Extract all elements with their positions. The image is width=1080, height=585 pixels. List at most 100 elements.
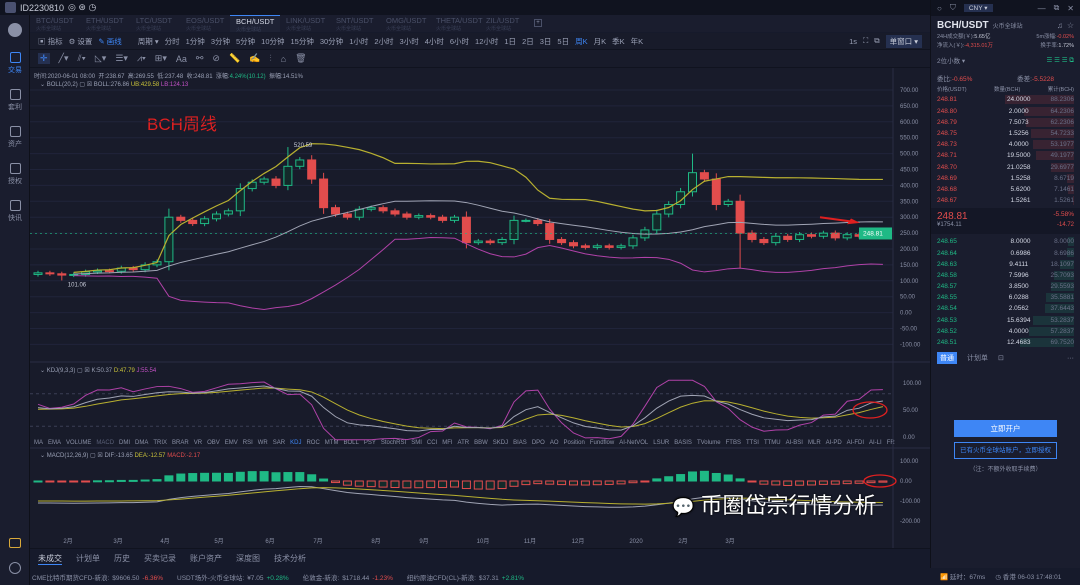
period-20[interactable]: 年K	[630, 36, 644, 46]
tab-zil-usdt[interactable]: ZIL/USDT 火币全球站	[480, 15, 530, 33]
more-icon[interactable]: ···	[1067, 354, 1074, 362]
indicator-ftbs[interactable]: FTBS	[725, 440, 741, 446]
indicator-ai-li[interactable]: AI-LI	[869, 440, 882, 446]
chart-area[interactable]	[30, 68, 930, 548]
close-icon[interactable]: ✕	[1067, 3, 1074, 13]
indicator-kdj[interactable]: KDJ	[290, 440, 302, 446]
text-tool[interactable]: Aa	[175, 53, 187, 64]
bottom-tab-6[interactable]: 技术分析	[274, 554, 306, 563]
indicator-dma[interactable]: DMA	[135, 440, 149, 446]
period-5[interactable]: 15分钟	[290, 36, 314, 46]
ticker-item[interactable]: 伦敦金-新浪: $1718.44 -1.23%	[303, 572, 393, 582]
indicator-ttmu[interactable]: TTMU	[763, 440, 781, 446]
period-3[interactable]: 5分钟	[235, 36, 256, 46]
draw-button[interactable]: ✎ 画线	[98, 36, 122, 46]
ask-row[interactable]: 248.79 7.5073 62.2306	[931, 117, 1080, 128]
tab-normal-order[interactable]: 普通	[937, 352, 957, 365]
indicator-smi[interactable]: SMI	[411, 440, 422, 446]
tab-plan-order[interactable]: 计划单	[967, 355, 988, 363]
tab-ltc-usdt[interactable]: LTC/USDT 火币全球站	[130, 15, 180, 33]
indicator-dpo[interactable]: DPO	[531, 440, 545, 446]
shirt-icon[interactable]: ⛉	[949, 3, 956, 12]
period-18[interactable]: 月K	[593, 36, 607, 46]
ask-row[interactable]: 248.70 21.0258 29.6977	[931, 162, 1080, 173]
period-7[interactable]: 1小时	[349, 36, 369, 46]
hline-tool-icon[interactable]: ☰▾	[115, 53, 128, 63]
ask-row[interactable]: 248.68 5.6200 7.1461	[931, 184, 1080, 195]
open-account-button[interactable]: 立即开户	[954, 420, 1057, 438]
ask-row[interactable]: 248.80 2.0000 64.2306	[931, 106, 1080, 117]
ask-row[interactable]: 248.67 1.5261 1.5261	[931, 195, 1080, 206]
indicator-boll[interactable]: BOLL	[343, 440, 359, 446]
indicator-fundflow[interactable]: Fundflow	[589, 440, 615, 446]
indicator-mfi[interactable]: MFI	[442, 440, 453, 446]
indicator-obv[interactable]: OBV	[207, 440, 220, 446]
window-dropdown[interactable]: 单窗口 ▾	[885, 34, 922, 48]
indicator-ai-pd[interactable]: AI-PD	[825, 440, 842, 446]
period-13[interactable]: 1日	[504, 36, 517, 46]
tab-btc-usdt[interactable]: BTC/USDT 火币全球站	[30, 15, 80, 33]
ticker-item[interactable]: USDT场外-火币全球站: ¥7.05 +0.28%	[177, 572, 289, 582]
indicator-lsur[interactable]: LSUR	[653, 440, 670, 446]
star-icon[interactable]: ☆	[1066, 21, 1074, 30]
currency-select[interactable]: CNY ▾	[963, 4, 993, 12]
period-8[interactable]: 2小时	[374, 36, 394, 46]
indicator-bbw[interactable]: BBW	[474, 440, 488, 446]
wave-tool-icon[interactable]: ⩘▾	[136, 53, 146, 63]
bottom-tab-5[interactable]: 深度图	[236, 554, 260, 563]
eraser-icon[interactable]: ⊘	[212, 53, 220, 63]
indicator-button[interactable]: ▣ 指标	[38, 36, 63, 46]
period-6[interactable]: 30分钟	[319, 36, 344, 46]
period-0[interactable]: 分时	[164, 36, 180, 46]
bottom-tab-2[interactable]: 历史	[114, 554, 130, 563]
indicator-ema[interactable]: EMA	[48, 440, 62, 446]
parallel-tool-icon[interactable]: ⫽▾	[77, 53, 86, 63]
bottom-tab-3[interactable]: 买卖记录	[144, 554, 176, 563]
period-4[interactable]: 10分钟	[261, 36, 285, 46]
tab-snt-usdt[interactable]: SNT/USDT 火币全球站	[330, 15, 380, 33]
tab-link-usdt[interactable]: LINK/USDT 火币全球站	[280, 15, 330, 33]
period-17[interactable]: 周K	[575, 36, 588, 46]
bid-row[interactable]: 248.54 2.0562 37.6443	[931, 303, 1080, 314]
authorize-button[interactable]: 已有火币全球站账户，立即授权	[954, 442, 1057, 460]
indicator-skdj[interactable]: SKDJ	[492, 440, 509, 446]
add-tab-button[interactable]: +	[534, 19, 542, 27]
period-9[interactable]: 3小时	[399, 36, 419, 46]
indicator-ttsi[interactable]: TTSI	[745, 440, 759, 446]
search-icon[interactable]: ○	[937, 3, 942, 13]
indicator-brar[interactable]: BRAR	[172, 440, 189, 446]
minimize-icon[interactable]: —	[1037, 3, 1046, 13]
tab-bch-usdt[interactable]: BCH/USDT 火币全球站	[230, 15, 280, 33]
indicator-cci[interactable]: CCI	[426, 440, 438, 446]
indicator-ai-bsi[interactable]: AI-BSI	[785, 440, 803, 446]
tab-theta-usdt[interactable]: THETA/USDT 火币全球站	[430, 15, 483, 33]
restore-icon[interactable]: ⧉	[1053, 3, 1060, 12]
period-16[interactable]: 5日	[557, 36, 570, 46]
trash-icon[interactable]: 🗑	[295, 53, 307, 63]
ask-row[interactable]: 248.71 19.5000 49.1977	[931, 150, 1080, 161]
period-14[interactable]: 2日	[522, 36, 534, 46]
indicator-ai-netvol[interactable]: AI-NetVOL	[619, 440, 649, 446]
indicator-mtm[interactable]: MTM	[324, 440, 339, 446]
bid-row[interactable]: 248.65 8.0000 8.0000	[931, 236, 1080, 247]
brush-icon[interactable]: ✍	[249, 53, 261, 63]
info-icon[interactable]: ⊡	[998, 355, 1004, 363]
indicator-rsi[interactable]: RSI	[242, 440, 253, 446]
indicator-ai-fdi[interactable]: AI-FDI	[846, 440, 865, 446]
period-2[interactable]: 3分钟	[210, 36, 230, 46]
fullscreen-icon[interactable]: ⛶	[863, 36, 869, 45]
book-layout-icons[interactable]: ☰ ☰ ☰ ⧉	[1046, 56, 1074, 64]
indicator-mlr[interactable]: MLR	[807, 440, 821, 446]
indicator-position[interactable]: Position	[563, 440, 585, 446]
bottom-tab-0[interactable]: 未成交	[38, 553, 62, 565]
sidebar-item-assets[interactable]: 资产	[0, 119, 30, 156]
period-10[interactable]: 4小时	[424, 36, 444, 46]
bid-row[interactable]: 248.53 15.6394 53.2837	[931, 315, 1080, 326]
period-dropdown[interactable]: 周期 ▾	[137, 36, 159, 46]
sidebar-item-auth[interactable]: 授权	[0, 156, 30, 193]
sidebar-item-arbitrage[interactable]: 套利	[0, 82, 30, 119]
indicator-atr[interactable]: ATR	[457, 440, 470, 446]
period-12[interactable]: 12小时	[475, 36, 499, 46]
ticker-item[interactable]: CME比特币期货CFD-新浪: $9606.50 -6.36%	[32, 572, 163, 582]
lock-icon[interactable]: ⌂	[280, 53, 287, 64]
